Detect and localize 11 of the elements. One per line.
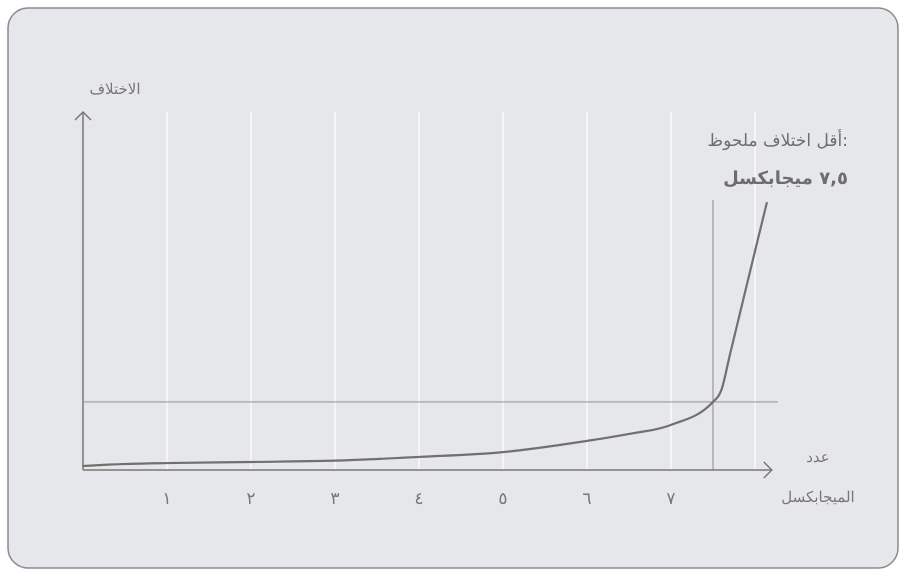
x-tick-label: ٤ [414,489,424,509]
x-tick-label: ٦ [582,489,592,509]
x-tick-label: ٧ [666,489,676,509]
text: أقل اختلاف ملحوظ: [707,129,848,151]
text: الاختلاف [89,80,141,98]
text: عدد الميجابكسل [781,448,855,506]
x-tick-label: ٢ [246,489,256,509]
x-tick-label: ٥ [498,489,508,509]
text: ٧,٥ ميجابكسل [723,168,848,189]
x-tick-label: ٣ [330,489,340,509]
x-tick-label: ١ [162,489,172,509]
